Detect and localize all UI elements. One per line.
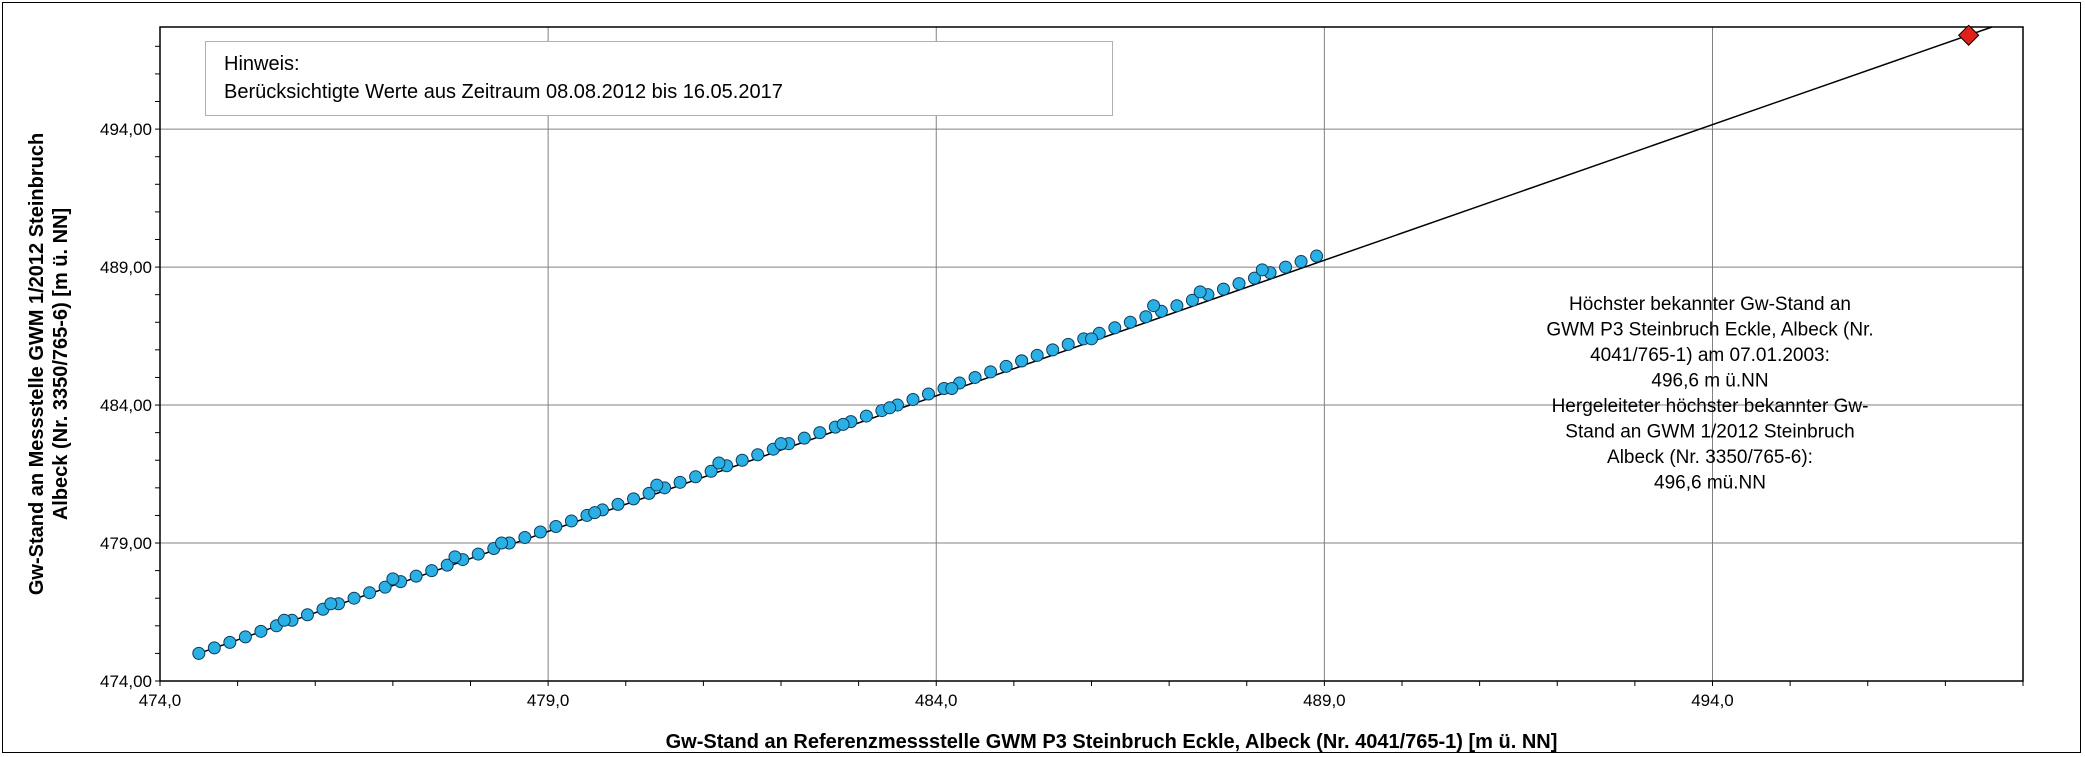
data-point [611,497,625,511]
data-point-outlier [1193,285,1207,299]
data-point [1232,277,1246,291]
data-point [1248,271,1262,285]
data-point [192,646,206,660]
data-point-outlier [1015,354,1029,368]
data-point [797,431,811,445]
data-point [1139,310,1153,324]
y-axis-title-line: Gw-Stand an Messstelle GWM 1/2012 Steinb… [26,133,48,595]
labels-layer: 474,00 479,00 484,00 489,00 494,00 474,0 479,0… [100,120,1734,710]
data-point [999,359,1013,373]
data-point [673,475,687,489]
data-point-outlier [495,536,509,550]
data-point [207,641,221,655]
data-point [471,547,485,561]
data-point [409,569,423,583]
data-point [735,453,749,467]
x-axis-title: Gw-Stand an Referenzmessstelle GWM P3 St… [666,731,1558,753]
data-point-outlier [277,613,291,627]
data-point-outlier [712,456,726,470]
data-point [642,486,656,500]
y-axis-title: Gw-Stand an Messstelle GWM 1/2012 Steinb… [26,133,72,595]
annotation-line: 496,6 m ü.NN [1651,371,1768,392]
data-point-outlier [1147,299,1161,313]
x-tick-label: 474,0 [139,691,182,710]
note-box: Hinweis: Berücksichtigte Werte aus Zeitr… [205,41,1113,116]
data-point [254,624,268,638]
data-point-outlier [324,597,338,611]
note-text: Berücksichtigte Werte aus Zeitraum 08.08… [224,81,783,103]
data-point [984,365,998,379]
data-point [1030,348,1044,362]
data-point [859,409,873,423]
highest-known-point-marker [1957,24,1980,46]
data-point [1123,315,1137,329]
data-point [223,635,237,649]
data-point [704,464,718,478]
data-point-outlier [386,572,400,586]
data-point [549,519,563,533]
data-point [968,370,982,384]
data-point [1279,260,1293,274]
y-tick-label: 494,00 [100,120,152,139]
x-tick-label: 489,0 [1303,691,1346,710]
x-tick-label: 494,0 [1691,691,1734,710]
data-point-outlier [836,417,850,431]
grid-layer [160,27,2023,681]
data-point [751,448,765,462]
x-tick-label: 484,0 [915,691,958,710]
data-point-outlier [588,506,602,520]
data-point [627,492,641,506]
y-tick-label: 489,00 [100,258,152,277]
data-point [813,426,827,440]
data-points-layer [192,24,1980,660]
data-point-outlier [945,381,959,395]
data-point [921,387,935,401]
data-point [1061,337,1075,351]
data-point-outlier [650,478,664,492]
data-point [1046,343,1060,357]
data-point [1294,255,1308,269]
y-tick-label: 484,00 [100,396,152,415]
data-point [300,608,314,622]
y-axis-title-line: Albeck (Nr. 3350/765-6) [m ü. NN] [50,208,72,520]
data-point-outlier [1255,263,1269,277]
data-point [518,531,532,545]
data-point [689,470,703,484]
annotation-line: 4041/765-1) am 07.01.2003: [1590,345,1830,366]
data-point [533,525,547,539]
annotation-line: Stand an GWM 1/2012 Steinbruch [1565,422,1854,443]
data-point [378,580,392,594]
annotation-line: Höchster bekannter Gw-Stand an [1569,294,1851,315]
data-point [425,564,439,578]
annotation-line: GWM P3 Steinbruch Eckle, Albeck (Nr. [1546,320,1873,341]
y-tick-label: 479,00 [100,534,152,553]
annotation-line: 496,6 mü.NN [1654,473,1766,494]
data-point-outlier [448,550,462,564]
data-point [1310,249,1324,263]
data-point [1185,293,1199,307]
data-point-outlier [774,437,788,451]
data-point-outlier [1085,332,1098,346]
data-point [1108,321,1122,335]
data-point [440,558,454,572]
data-point-outlier [883,401,897,415]
data-point [347,591,361,605]
data-point [1170,299,1184,313]
note-heading: Hinweis: [224,53,300,75]
data-point [363,586,377,600]
highest-level-annotation: Höchster bekannter Gw-Stand an GWM P3 Ste… [1546,294,1873,494]
annotation-line: Albeck (Nr. 3350/765-6): [1607,447,1813,468]
y-tick-label: 474,00 [100,672,152,691]
annotation-line: Hergeleiteter höchster bekannter Gw- [1552,396,1869,417]
data-point [1216,282,1230,296]
data-point [238,630,252,644]
x-tick-label: 479,0 [527,691,570,710]
axis-layer [155,26,2024,686]
data-point [906,393,920,407]
data-point [564,514,578,528]
